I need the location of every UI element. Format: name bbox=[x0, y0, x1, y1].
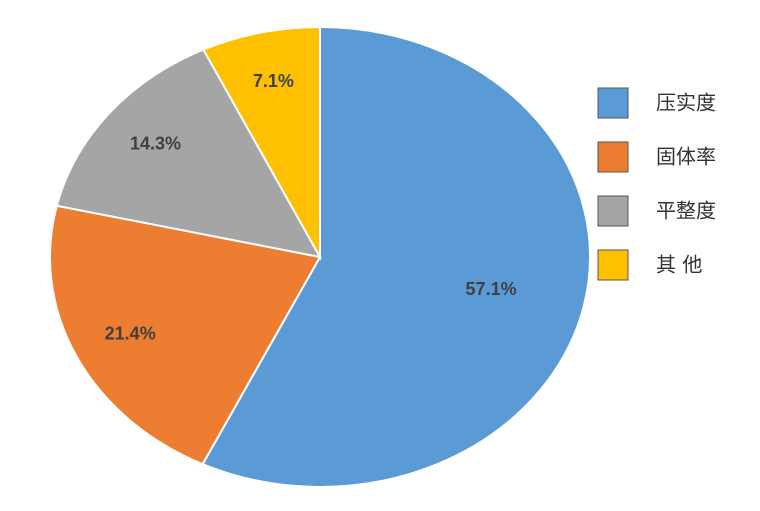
legend-swatch bbox=[597, 141, 629, 173]
legend-label: 固体率 bbox=[656, 145, 716, 169]
pie-slice bbox=[201, 25, 321, 261]
pie-slice bbox=[55, 48, 322, 259]
value-label: 7.1% bbox=[253, 71, 294, 91]
legend-swatch bbox=[597, 249, 629, 281]
value-label: 14.3% bbox=[130, 134, 181, 154]
legend-label: 平整度 bbox=[656, 199, 716, 223]
pie-slice bbox=[49, 204, 322, 466]
legend-label: 其 他 bbox=[656, 253, 702, 277]
value-label: 57.1% bbox=[466, 279, 517, 299]
value-label: 21.4% bbox=[105, 323, 156, 343]
pie-slice bbox=[201, 25, 591, 488]
legend-swatch bbox=[597, 87, 629, 119]
legend-label: 压实度 bbox=[656, 91, 716, 115]
legend-swatch bbox=[597, 195, 629, 227]
